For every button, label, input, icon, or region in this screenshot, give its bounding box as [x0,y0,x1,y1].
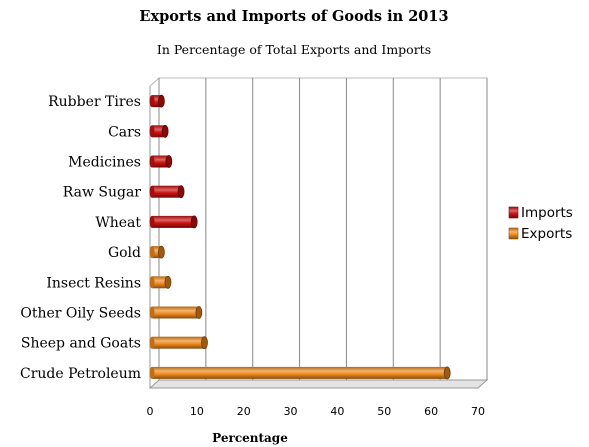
bar-exports [152,306,199,319]
bar-start-cap [149,366,155,379]
bar-end-cap [164,275,172,289]
bar-start-cap [149,276,155,289]
bar-start-cap [149,185,155,198]
bar-imports [152,95,162,108]
bar-start-cap [149,215,155,228]
bar-start-cap [149,125,155,138]
bar-start-cap [149,155,155,168]
legend-swatch-exports [508,227,519,240]
category-label: Other Oily Seeds [20,306,141,322]
category-label: Wheat [95,215,141,231]
bar-imports [152,155,169,168]
category-label: Insect Resins [46,275,141,291]
category-label: Crude Petroleum [20,366,141,382]
chart-subtitle: In Percentage of Total Exports and Impor… [157,42,431,57]
x-tick-label: 40 [330,405,344,418]
bar-end-cap [190,215,198,229]
bar-end-cap [201,336,208,350]
bar-start-cap [149,306,155,319]
bar-exports [152,336,205,349]
bar-end-cap [165,155,173,168]
bar-exports [152,246,162,259]
x-tick-label: 10 [190,405,204,418]
plot-area: 0 10 20 30 40 50 60 70 Rubber Tires Cars Medicines… [20,77,489,418]
bar-start-cap [149,246,155,259]
x-tick-label: 20 [237,405,251,418]
chart-title: Exports and Imports of Goods in 2013 [139,8,448,25]
x-tick-label: 50 [377,405,391,418]
category-label: Cars [108,124,141,140]
category-label: Medicines [68,155,141,171]
bar-end-cap [157,94,165,108]
category-label: Gold [108,245,141,261]
bar-imports [152,185,182,198]
category-label: Raw Sugar [63,185,142,201]
bar-imports [152,215,195,228]
bar-end-cap [157,245,165,259]
x-tick-label: 0 [147,405,154,418]
plot-back-wall [158,77,488,381]
bar-end-cap [195,306,203,319]
bar-exports [152,366,448,379]
x-tick-label: 30 [284,405,298,418]
bar-start-cap [149,336,155,349]
legend: Imports Exports [508,205,573,242]
bar-exports [152,276,168,289]
bar-start-cap [149,95,155,108]
bar-end-cap [177,185,185,199]
category-label: Sheep and Goats [21,336,141,352]
plot-floor [148,379,489,389]
bar-imports [152,125,166,138]
legend-label-exports: Exports [521,226,572,242]
bar-end-cap [161,124,169,138]
x-tick-label: 60 [424,405,438,418]
wall-edge [149,77,160,87]
x-axis-title: Percentage [212,431,288,445]
x-tick-label: 70 [471,405,485,418]
legend-label-imports: Imports [521,205,573,221]
bar-end-cap [443,366,451,380]
legend-swatch-imports [508,206,519,219]
category-label: Rubber Tires [48,94,141,110]
